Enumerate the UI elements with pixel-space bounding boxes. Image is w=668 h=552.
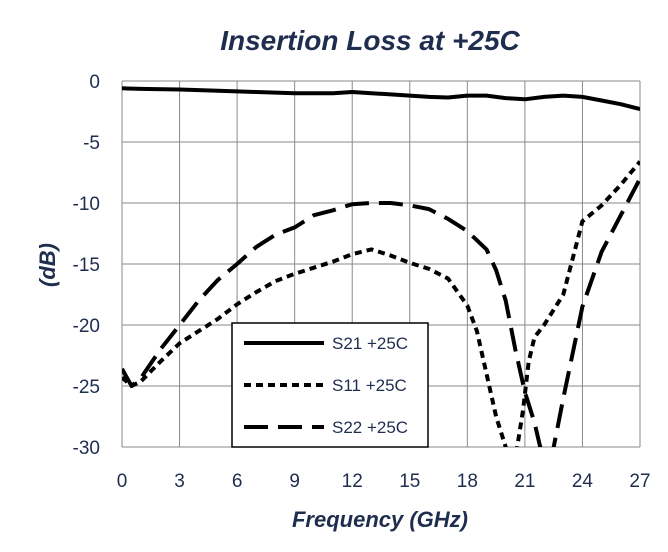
- x-tick-label: 27: [629, 471, 650, 492]
- y-tick-label: -5: [83, 133, 100, 154]
- y-tick-label: -10: [73, 194, 100, 215]
- chart-title: Insertion Loss at +25C: [220, 25, 520, 56]
- y-tick-label: -15: [73, 255, 100, 276]
- series-line-s11: [122, 160, 640, 447]
- y-axis-title: (dB): [35, 243, 60, 287]
- legend-label: S11 +25C: [332, 376, 407, 395]
- x-axis-ticks: 0 3 6 9 12 15 18 21 24 27: [117, 471, 651, 492]
- y-tick-label: -25: [73, 377, 100, 398]
- x-tick-label: 21: [514, 471, 535, 492]
- series-line-s22: [122, 177, 640, 447]
- legend-label: S22 +25C: [332, 418, 408, 437]
- x-tick-label: 6: [232, 471, 243, 492]
- x-tick-label: 24: [572, 471, 594, 492]
- legend: S21 +25C S11 +25C S22 +25C: [231, 322, 429, 448]
- x-tick-label: 3: [174, 471, 185, 492]
- x-axis-title: Frequency (GHz): [292, 507, 468, 532]
- x-tick-label: 0: [117, 471, 128, 492]
- x-tick-label: 18: [457, 471, 478, 492]
- y-tick-label: 0: [89, 72, 100, 93]
- legend-label: S21 +25C: [332, 334, 408, 353]
- x-tick-label: 15: [399, 471, 420, 492]
- x-tick-label: 9: [289, 471, 300, 492]
- y-tick-label: -20: [73, 316, 100, 337]
- x-tick-label: 12: [342, 471, 363, 492]
- y-axis-ticks: 0 -5 -10 -15 -20 -25 -30: [73, 72, 100, 459]
- y-tick-label: -30: [73, 438, 100, 459]
- series-line-s21: [122, 86, 640, 112]
- series-lines: [122, 86, 640, 447]
